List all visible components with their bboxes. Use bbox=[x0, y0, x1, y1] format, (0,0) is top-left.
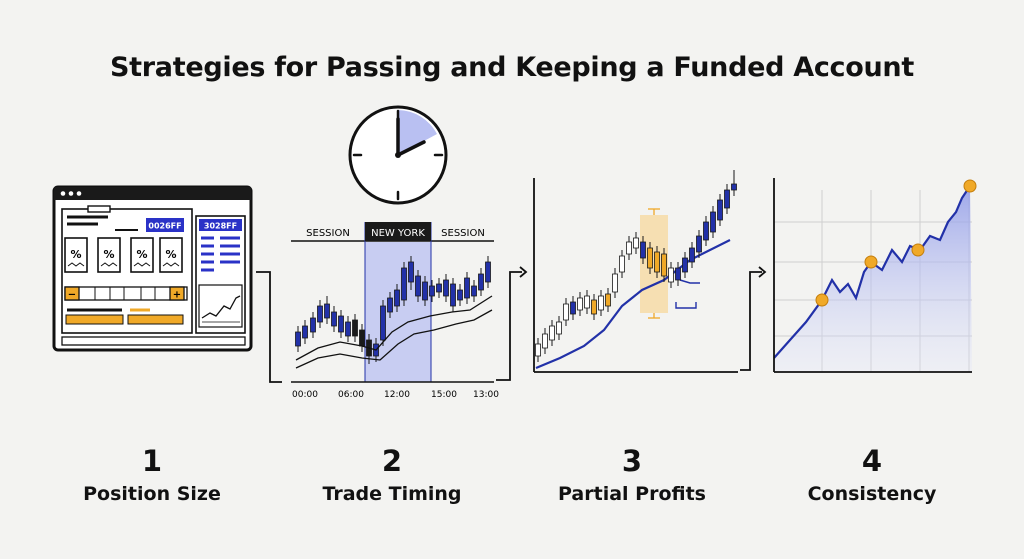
percent-icon: % bbox=[165, 248, 176, 261]
candle bbox=[570, 301, 576, 315]
time-label: 00:00 bbox=[292, 390, 318, 400]
minus-icon: − bbox=[68, 290, 76, 301]
plus-icon: + bbox=[173, 290, 181, 301]
candle bbox=[647, 247, 653, 269]
partial-profits-chart bbox=[533, 170, 738, 373]
step-number-1: 1 bbox=[141, 444, 163, 478]
time-label: 06:00 bbox=[338, 390, 364, 400]
candle bbox=[682, 257, 688, 273]
candle bbox=[457, 289, 463, 301]
step-label-partial-profits: Partial Profits bbox=[558, 483, 706, 505]
candle bbox=[717, 199, 723, 221]
candle bbox=[612, 273, 618, 293]
candle bbox=[703, 221, 709, 241]
session-label-right: SESSION bbox=[441, 228, 485, 239]
candle bbox=[317, 305, 323, 323]
candle bbox=[471, 285, 477, 297]
candle bbox=[338, 315, 344, 333]
candle bbox=[324, 303, 330, 319]
candle bbox=[429, 285, 435, 297]
candle bbox=[619, 255, 625, 273]
quantity-stepper[interactable]: − + bbox=[64, 286, 188, 301]
candle bbox=[591, 299, 597, 315]
candle bbox=[443, 279, 449, 297]
connector-arrows bbox=[256, 266, 767, 383]
candle bbox=[331, 311, 337, 327]
percent-icon: % bbox=[70, 248, 81, 261]
candle bbox=[345, 321, 351, 337]
candle bbox=[689, 247, 695, 263]
percent-cards: % % % % bbox=[64, 237, 183, 273]
percent-icon: % bbox=[103, 248, 114, 261]
step-number-3: 3 bbox=[621, 444, 643, 478]
time-label: 15:00 bbox=[431, 390, 457, 400]
candle bbox=[661, 253, 667, 277]
candle bbox=[302, 325, 308, 339]
candle bbox=[633, 237, 639, 249]
candle bbox=[542, 333, 548, 349]
candle bbox=[380, 305, 386, 341]
candle bbox=[626, 241, 632, 255]
position-size-window: 0026FF % % % % bbox=[52, 185, 253, 352]
candle bbox=[731, 183, 737, 191]
candle bbox=[485, 261, 491, 283]
candle bbox=[436, 283, 442, 293]
candle bbox=[422, 281, 428, 301]
percent-icon: % bbox=[136, 248, 147, 261]
candle bbox=[387, 297, 393, 313]
candle bbox=[394, 289, 400, 307]
candle bbox=[640, 241, 646, 259]
candle bbox=[450, 283, 456, 307]
candle bbox=[696, 235, 702, 253]
candle bbox=[605, 293, 611, 307]
candle bbox=[563, 303, 569, 321]
candle bbox=[415, 275, 421, 297]
step-label-trade-timing: Trade Timing bbox=[322, 483, 462, 505]
candle bbox=[724, 189, 730, 209]
candle bbox=[675, 267, 681, 281]
consistency-chart bbox=[773, 178, 977, 373]
step-label-consistency: Consistency bbox=[807, 483, 937, 505]
candle bbox=[401, 267, 407, 301]
candle bbox=[295, 331, 301, 347]
candle bbox=[478, 273, 484, 291]
clock-icon bbox=[348, 105, 448, 205]
time-label: 13:00 bbox=[473, 390, 499, 400]
candle bbox=[598, 295, 604, 311]
candle bbox=[359, 329, 365, 347]
time-label: 12:00 bbox=[384, 390, 410, 400]
candle bbox=[654, 251, 660, 273]
candle bbox=[584, 295, 590, 309]
window-dots-icon bbox=[60, 191, 82, 196]
session-label-active: NEW YORK bbox=[371, 228, 425, 239]
candle bbox=[535, 343, 541, 357]
step-label-position-size: Position Size bbox=[83, 483, 221, 505]
candle bbox=[577, 297, 583, 311]
page-title: Strategies for Passing and Keeping a Fun… bbox=[110, 52, 914, 83]
candle bbox=[710, 211, 716, 233]
candle bbox=[310, 317, 316, 333]
session-label-left: SESSION bbox=[306, 228, 350, 239]
candle bbox=[556, 321, 562, 335]
step-number-2: 2 bbox=[381, 444, 403, 478]
badge-left: 0026FF bbox=[148, 222, 181, 231]
candle bbox=[668, 267, 674, 283]
candle bbox=[408, 261, 414, 283]
candle bbox=[352, 319, 358, 337]
candle bbox=[464, 277, 470, 299]
candle bbox=[549, 325, 555, 341]
session-chart: SESSION NEW YORK SESSION 00:00 06:00 12:… bbox=[291, 222, 499, 400]
step-number-4: 4 bbox=[861, 444, 883, 478]
badge-right: 3028FF bbox=[204, 222, 237, 231]
